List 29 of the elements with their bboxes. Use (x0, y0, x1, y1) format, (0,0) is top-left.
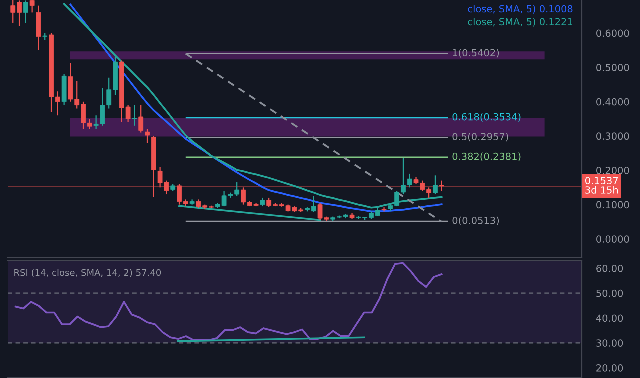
y-tick-label: 0.3000 (596, 132, 630, 140)
y-tick-label: 20.00 (596, 364, 624, 372)
y-tick-label: 60.00 (596, 264, 624, 272)
y-tick-label: 0.0000 (596, 236, 630, 243)
candlestick (145, 128, 150, 144)
candlestick (433, 175, 438, 196)
y-tick-label: 30.00 (596, 340, 624, 347)
ref-line-label: 0(0.0513) (452, 216, 500, 226)
y-tick-label: 0.5000 (596, 64, 630, 72)
ref-line-label: 1(0.5402) (453, 49, 500, 58)
y-tick-label: 0.6000 (596, 30, 630, 38)
text: RSI (14, close, SMA, 14, 2) 57.40 (14, 269, 162, 278)
ref-line-label: 0.5(0.2957) (452, 132, 508, 142)
candlestick (30, 0, 35, 14)
y-tick-label: 40.00 (596, 314, 624, 322)
candlestick (23, 0, 28, 24)
candlestick (439, 180, 444, 192)
y-tick-label: 0.4000 (596, 98, 630, 106)
y-tick-label: 50.00 (596, 290, 624, 298)
candlestick (138, 104, 144, 134)
y-tick-label: 0.1000 (596, 201, 630, 209)
y-tick-label: 0.2000 (596, 166, 630, 174)
candlestick (132, 104, 138, 126)
ref-line-label: 0.382(0.2381) (452, 152, 521, 162)
ref-line-label: 0.618(0.3534) (452, 113, 521, 122)
text: close, SMA, 5) 0.1008 (468, 5, 573, 14)
text: close, SMA, 5) 0.1221 (468, 18, 572, 27)
ref-line-label: 0.1537 3d 15h (586, 177, 618, 194)
line-series (14, 262, 443, 342)
